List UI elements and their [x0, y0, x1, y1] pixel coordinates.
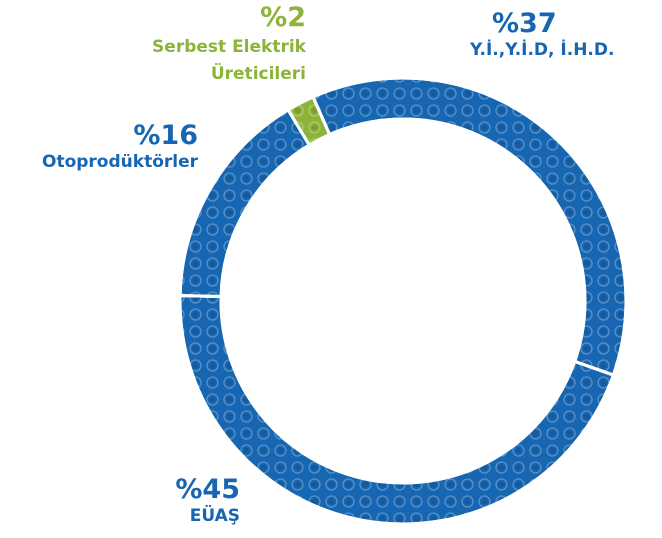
value-label: %16 [133, 120, 198, 151]
segment-texture [311, 76, 628, 377]
label: %37 Y.İ.,Y.İ.D, İ.H.D. [470, 8, 662, 61]
category-label: Serbest Elektrik Üreticileri [152, 37, 306, 84]
label: %45 EÜAŞ [100, 474, 240, 527]
label: %2 Serbest Elektrik Üreticileri [120, 2, 306, 87]
segment-texture [286, 94, 332, 148]
value-label: %37 [492, 8, 557, 39]
segment-texture [178, 294, 616, 526]
value-label: %45 [175, 474, 240, 505]
category-label: Otoprodüktörler [42, 152, 198, 173]
value-label: %2 [260, 2, 306, 33]
category-label: Y.İ.,Y.İ.D, İ.H.D. [470, 40, 615, 61]
label: %16 Otoprodüktörler [0, 120, 198, 173]
segment-texture [178, 107, 312, 299]
category-label: EÜAŞ [189, 506, 240, 527]
